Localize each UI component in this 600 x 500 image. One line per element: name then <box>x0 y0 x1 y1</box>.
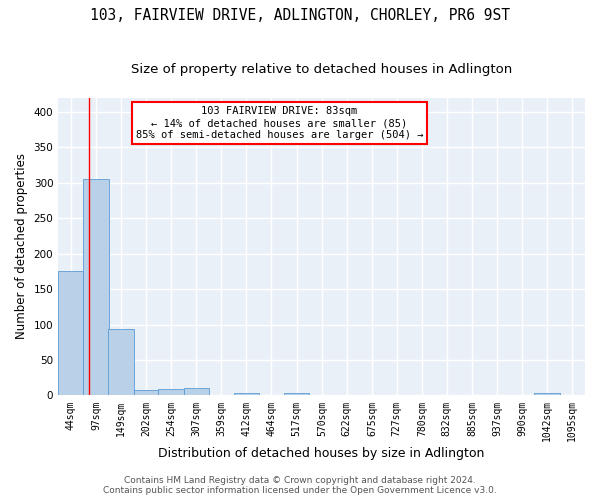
Text: Contains HM Land Registry data © Crown copyright and database right 2024.
Contai: Contains HM Land Registry data © Crown c… <box>103 476 497 495</box>
Bar <box>58 272 83 396</box>
Bar <box>83 179 109 396</box>
Y-axis label: Number of detached properties: Number of detached properties <box>15 154 28 340</box>
Bar <box>234 394 259 396</box>
Bar <box>184 388 209 396</box>
Text: 103 FAIRVIEW DRIVE: 83sqm
← 14% of detached houses are smaller (85)
85% of semi-: 103 FAIRVIEW DRIVE: 83sqm ← 14% of detac… <box>136 106 423 140</box>
Text: 103, FAIRVIEW DRIVE, ADLINGTON, CHORLEY, PR6 9ST: 103, FAIRVIEW DRIVE, ADLINGTON, CHORLEY,… <box>90 8 510 22</box>
X-axis label: Distribution of detached houses by size in Adlington: Distribution of detached houses by size … <box>158 447 485 460</box>
Bar <box>134 390 159 396</box>
Title: Size of property relative to detached houses in Adlington: Size of property relative to detached ho… <box>131 62 512 76</box>
Bar <box>535 394 560 396</box>
Bar <box>284 392 309 396</box>
Bar <box>158 389 184 396</box>
Bar <box>108 330 134 396</box>
